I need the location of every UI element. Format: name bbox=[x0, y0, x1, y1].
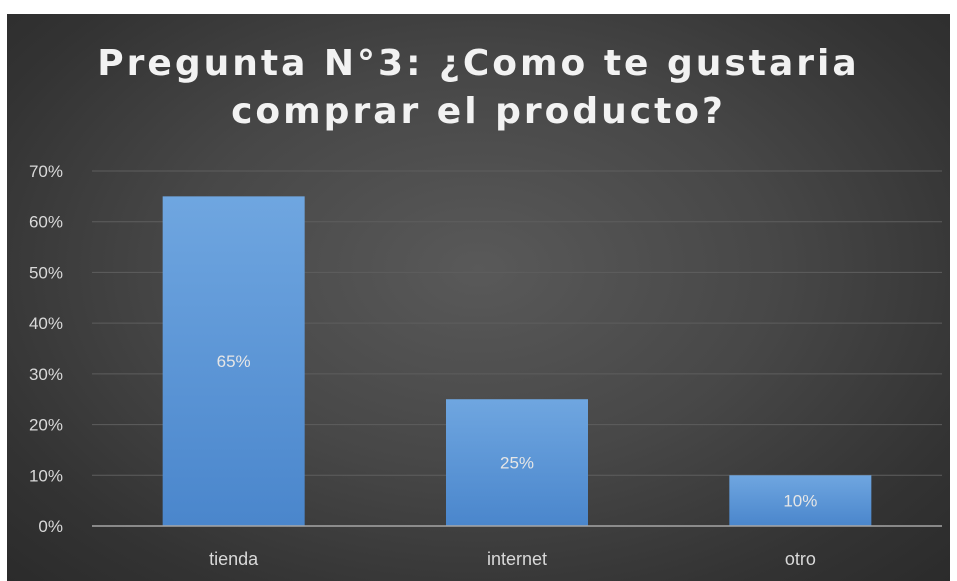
y-tick-label: 30% bbox=[29, 365, 63, 384]
y-tick-label: 70% bbox=[29, 162, 63, 181]
y-tick-label: 10% bbox=[29, 466, 63, 485]
y-axis-tick-labels: 0% 10% 20% 30% 40% 50% 60% 70% bbox=[29, 162, 63, 536]
data-label-otro: 10% bbox=[783, 492, 817, 511]
category-label-otro: otro bbox=[785, 549, 816, 569]
category-label-tienda: tienda bbox=[209, 549, 259, 569]
y-tick-label: 60% bbox=[29, 213, 63, 232]
y-tick-label: 40% bbox=[29, 314, 63, 333]
y-tick-label: 0% bbox=[38, 517, 63, 536]
y-tick-label: 50% bbox=[29, 263, 63, 282]
data-label-tienda: 65% bbox=[217, 352, 251, 371]
x-axis-category-labels: tienda internet otro bbox=[209, 549, 816, 569]
y-tick-label: 20% bbox=[29, 416, 63, 435]
bar-chart: 0% 10% 20% 30% 40% 50% 60% 70% 65% 25% 10% tienda… bbox=[7, 14, 950, 581]
bars bbox=[163, 196, 872, 526]
data-label-internet: 25% bbox=[500, 454, 534, 473]
chart-area: Pregunta N°3: ¿Como te gustaria comprar … bbox=[7, 14, 950, 581]
category-label-internet: internet bbox=[487, 549, 547, 569]
